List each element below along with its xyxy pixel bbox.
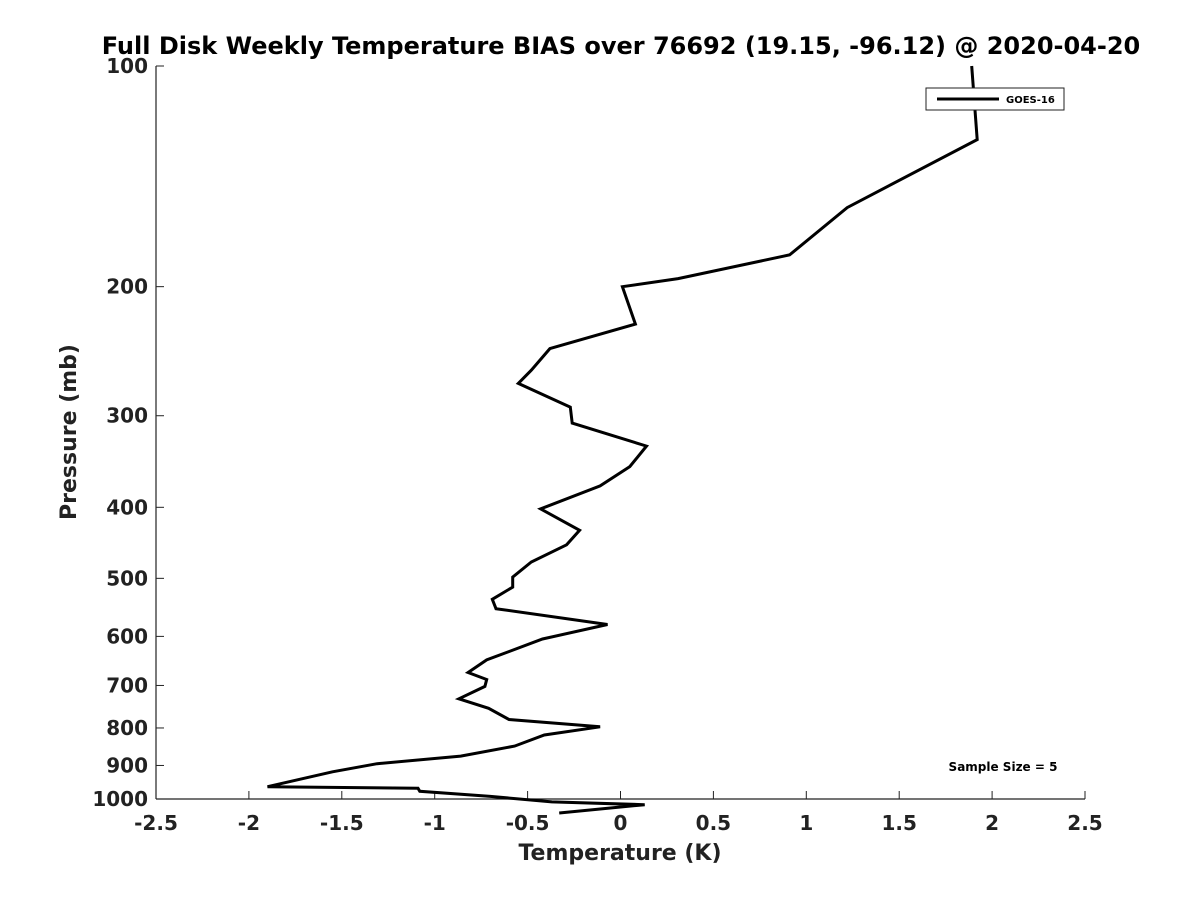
legend-label-goes-16: GOES-16: [1006, 95, 1055, 106]
x-tick-label: 0: [614, 811, 628, 835]
x-tick-label: -1.5: [320, 811, 364, 835]
y-tick-label: 300: [106, 404, 148, 428]
x-tick-label: 1.5: [881, 811, 916, 835]
y-tick-label: 200: [106, 275, 148, 299]
y-axis-ticks: 100 200 300 400 500 600 700 800 900 1000: [92, 54, 164, 811]
x-tick-label: -2: [238, 811, 260, 835]
y-tick-label: 700: [106, 673, 148, 697]
y-tick-label: 1000: [92, 787, 148, 811]
y-tick-label: 400: [106, 495, 148, 519]
plot-area: -2.5 -2 -1.5 -1 -0.5 0 0.5 1 1.5 2 2.5 100 200 300 40…: [92, 54, 1102, 835]
chart-title: Full Disk Weekly Temperature BIAS over 7…: [102, 32, 1141, 60]
y-tick-label: 900: [106, 753, 148, 777]
x-tick-label: -0.5: [506, 811, 550, 835]
x-tick-label: 0.5: [696, 811, 731, 835]
y-tick-label: 100: [106, 54, 148, 78]
x-tick-label: 1: [799, 811, 813, 835]
x-tick-label: -2.5: [134, 811, 178, 835]
x-axis-label: Temperature (K): [518, 841, 721, 866]
sample-size-annotation: Sample Size = 5: [949, 760, 1058, 774]
y-axis-label: Pressure (mb): [57, 344, 82, 520]
series-line-goes-16: [267, 65, 979, 815]
x-tick-label: -1: [424, 811, 446, 835]
legend: GOES-16: [925, 87, 1065, 111]
x-tick-label: 2.5: [1067, 811, 1102, 835]
x-axis-ticks: -2.5 -2 -1.5 -1 -0.5 0 0.5 1 1.5 2 2.5: [134, 791, 1103, 835]
x-tick-label: 2: [985, 811, 999, 835]
series-layer: [267, 65, 979, 815]
y-tick-label: 800: [106, 716, 148, 740]
y-tick-label: 600: [106, 624, 148, 648]
y-tick-label: 500: [106, 566, 148, 590]
